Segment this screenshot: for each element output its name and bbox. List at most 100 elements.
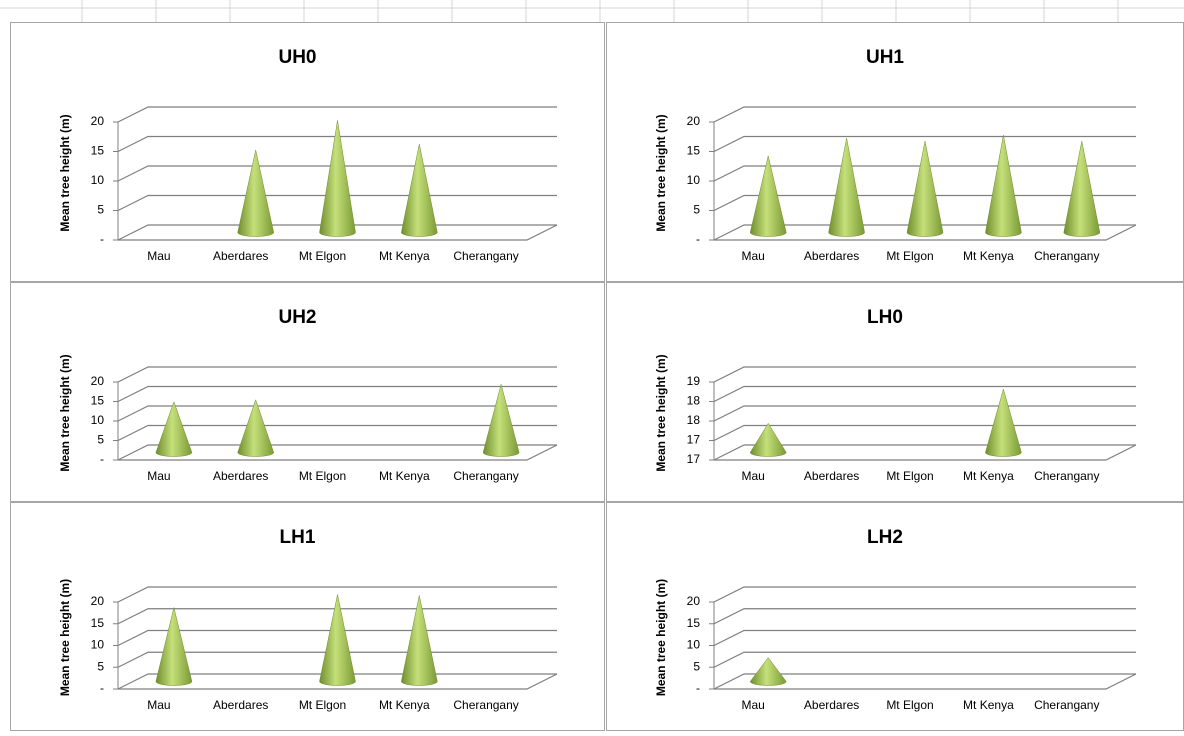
y-tick-label: 20 [91,374,105,388]
x-tick-label: Aberdares [213,249,268,263]
grid-line [713,629,1136,647]
chart-panel: UH0 Mean tree height (m) - 5 10 15 20 Mau Aberda… [10,22,605,282]
x-tick-label: Mau [147,249,170,263]
cone [319,594,356,686]
panel-border [10,282,605,502]
y-tick-label: 10 [91,638,105,652]
x-tick-label: Mau [147,469,170,483]
y-axis-title: Mean tree height (m) [654,579,668,696]
grid-line [713,135,1136,153]
chart-panel: LH1 Mean tree height (m) - 5 10 15 20 Mau Aberda… [10,502,605,731]
y-tick-label: 17 [687,452,701,466]
y-tick-label: 15 [91,144,105,158]
y-axis-title: Mean tree height (m) [58,354,72,471]
chart-title: UH1 [866,47,904,68]
y-tick-label: 17 [687,433,701,447]
chart-panel: UH2 Mean tree height (m) - 5 10 15 20 Mau Aberda… [10,282,605,502]
x-tick-label: Cherangany [453,469,518,483]
grid-line [117,135,557,153]
y-tick-label: 10 [91,413,105,427]
x-tick-label: Mt Kenya [379,469,430,483]
floor-edge [118,673,558,690]
x-tick-label: Aberdares [213,469,268,483]
cone [155,607,193,686]
grid-line [117,366,557,383]
x-tick-label: Cherangany [1034,469,1099,483]
y-tick-label: 20 [91,594,105,608]
grid-line [117,106,557,123]
x-tick-label: Mau [742,698,765,712]
y-axis-title: Mean tree height (m) [654,354,668,471]
grid-line [713,673,1136,690]
y-tick-label: - [696,232,700,246]
x-tick-label: Mau [147,698,170,712]
cone [828,138,865,237]
y-axis-title: Mean tree height (m) [654,114,668,231]
y-tick-label: 10 [91,173,105,187]
cone [401,143,438,237]
y-tick-label: 15 [91,394,105,408]
chart-title: LH0 [867,307,903,328]
y-tick-label: 10 [687,173,701,187]
cone [1063,141,1101,237]
grid-line [117,424,557,442]
x-tick-label: Mt Elgon [886,249,933,263]
panel-border [606,22,1184,282]
panel-border [606,282,1184,502]
y-tick-label: 18 [687,394,701,408]
x-tick-label: Mau [742,469,765,483]
chart-title: LH2 [867,527,903,548]
y-tick-label: 10 [687,638,701,652]
cone [906,141,944,237]
cone [482,383,520,457]
cone [749,657,787,686]
cone [985,135,1022,237]
x-tick-label: Cherangany [453,698,518,712]
chart-title: LH1 [280,527,316,548]
floor-edge [714,444,1137,461]
x-tick-label: Mt Kenya [379,698,430,712]
cone [401,595,438,686]
grid-line [713,385,1136,403]
chart-panel: LH0 Mean tree height (m) 17 17 18 18 19 Mau Aber… [606,282,1184,502]
grid-line [117,405,557,422]
y-tick-label: 20 [687,114,701,128]
cone [319,120,356,237]
y-tick-label: 18 [687,413,701,427]
panel-border [10,502,605,731]
x-tick-label: Aberdares [804,469,859,483]
chart-title: UH2 [278,307,316,328]
floor-edge [714,224,1137,241]
x-tick-label: Mt Elgon [299,469,346,483]
x-tick-label: Cherangany [1034,698,1099,712]
y-axis-title: Mean tree height (m) [58,579,72,696]
y-tick-label: 5 [693,659,700,673]
x-tick-label: Cherangany [1034,249,1099,263]
y-tick-label: - [100,681,104,695]
y-tick-label: 5 [693,203,700,217]
y-tick-label: 5 [97,659,104,673]
x-tick-label: Mt Elgon [886,469,933,483]
x-tick-label: Mt Kenya [963,469,1014,483]
grid-line [713,106,1136,123]
grid-line [713,586,1136,603]
y-axis-title: Mean tree height (m) [58,114,72,231]
x-tick-label: Mt Elgon [299,249,346,263]
grid-line [117,444,557,461]
y-tick-label: 15 [687,616,701,630]
grid-line [117,385,557,403]
x-tick-label: Mt Elgon [299,698,346,712]
x-tick-label: Mt Kenya [963,249,1014,263]
y-tick-label: 20 [91,114,105,128]
cone [985,388,1022,457]
x-tick-label: Aberdares [804,249,859,263]
x-tick-label: Aberdares [213,698,268,712]
cone [237,149,274,237]
y-tick-label: - [696,681,700,695]
panel-border [10,22,605,282]
y-tick-label: 5 [97,433,104,447]
x-tick-label: Mt Elgon [886,698,933,712]
y-tick-label: 19 [687,374,701,388]
cone [237,399,274,457]
